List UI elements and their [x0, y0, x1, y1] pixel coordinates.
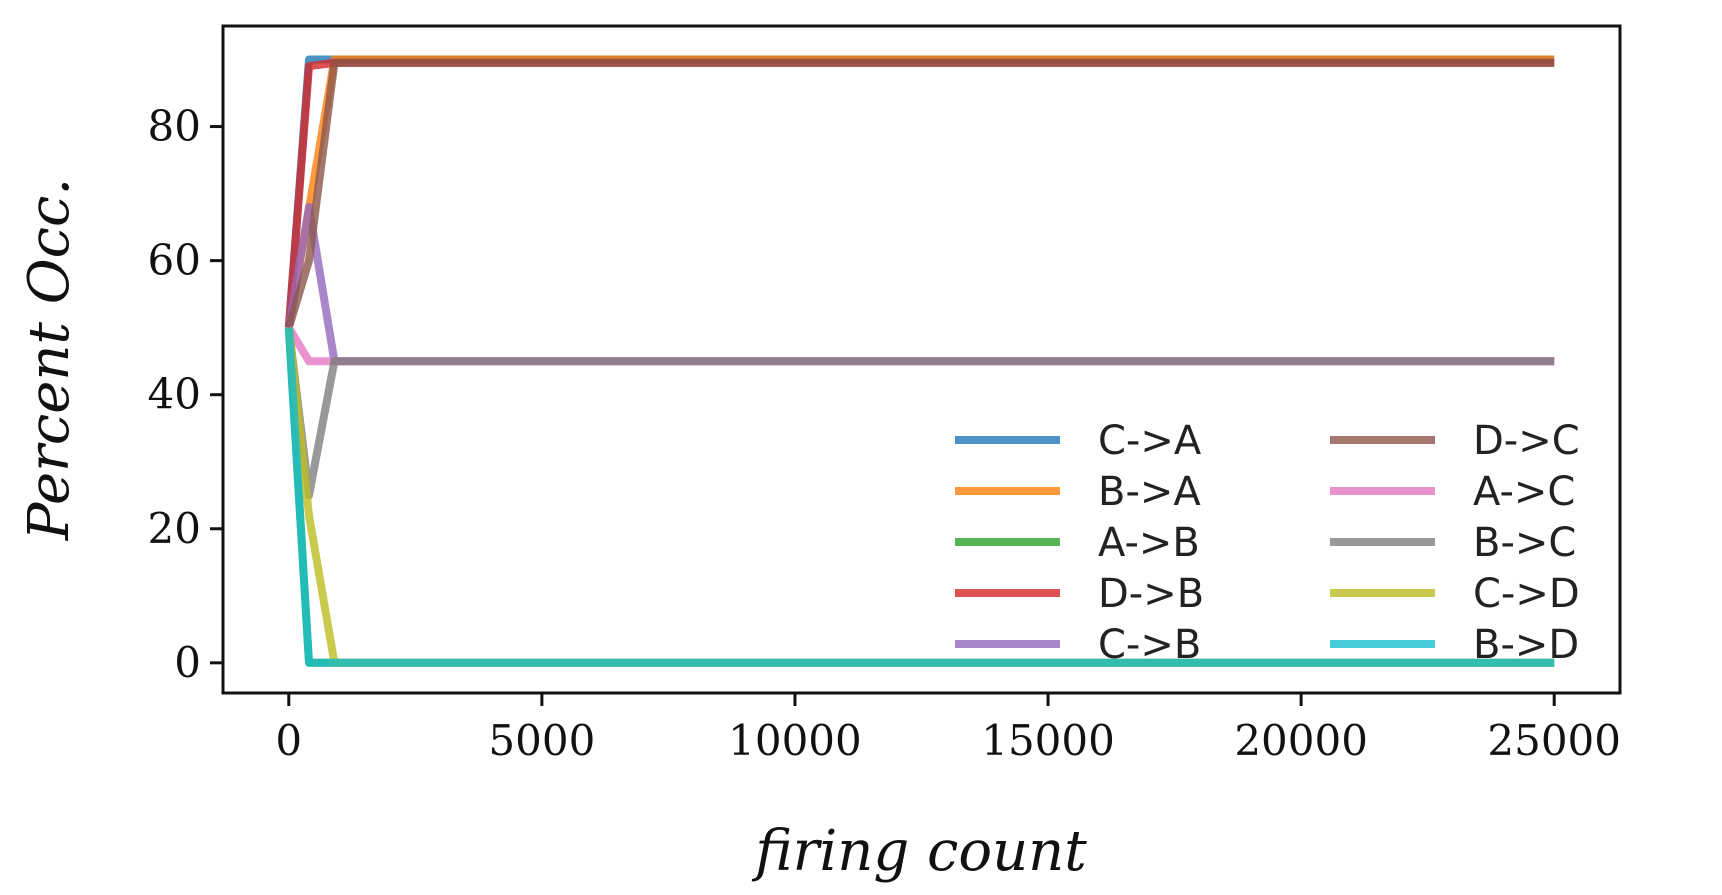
legend: C->A B->A A->B D->B C->B D->C A->C B->C C->D B->D: [955, 418, 1580, 668]
x-tick-label: 15000: [981, 716, 1115, 765]
x-ticks: 0 5000 10000 15000 20000 25000: [275, 693, 1621, 765]
x-tick-label: 0: [275, 716, 302, 765]
axes-frame: [221, 24, 1622, 695]
y-tick-label: 0: [174, 638, 201, 687]
series-line-A-to-C: [285, 325, 1555, 366]
series-line-B-to-D: [284, 327, 1555, 667]
x-axis-label: firing count: [751, 819, 1087, 884]
legend-label: A->B: [1098, 520, 1200, 566]
x-tick-label: 25000: [1487, 716, 1621, 765]
series-line-D-to-B: [284, 58, 1555, 329]
legend-label: D->B: [1098, 571, 1204, 617]
series-line-B-to-C: [284, 327, 1555, 500]
legend-label: B->C: [1473, 520, 1576, 566]
y-tick-label: 40: [148, 370, 201, 419]
legend-label: B->D: [1473, 622, 1579, 668]
series-line-A-to-B: [284, 327, 1555, 667]
series-line-D-to-C: [284, 58, 1555, 329]
y-tick-label: 60: [148, 236, 201, 285]
y-axis-label: Percent Occ.: [17, 178, 82, 541]
y-tick-label: 80: [148, 102, 201, 151]
legend-label: B->A: [1098, 469, 1201, 515]
series-line-C-to-A: [284, 55, 1555, 329]
plot-lines: [284, 55, 1555, 667]
legend-label: D->C: [1473, 418, 1580, 464]
x-tick-label: 20000: [1234, 716, 1368, 765]
y-tick-label: 20: [148, 504, 201, 553]
legend-label: A->C: [1473, 469, 1575, 515]
x-tick-label: 10000: [728, 716, 862, 765]
legend-label: C->D: [1473, 571, 1580, 617]
series-line-C-to-B: [284, 203, 1555, 366]
x-tick-label: 5000: [488, 716, 595, 765]
y-ticks: 0 20 40 60 80: [148, 102, 223, 687]
series-line-C-to-D: [284, 327, 1555, 667]
legend-label: C->B: [1098, 622, 1201, 668]
series-line-B-to-A: [284, 55, 1555, 329]
legend-label: C->A: [1098, 418, 1202, 464]
